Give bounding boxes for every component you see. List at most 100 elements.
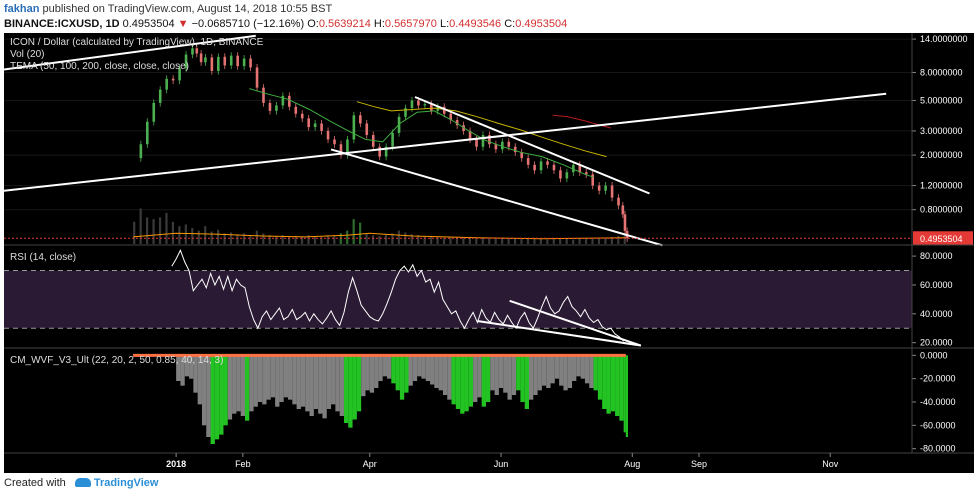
volume-bar (346, 230, 349, 244)
wvf-bar (524, 355, 530, 409)
volume-bar (197, 230, 200, 244)
rsi-tick-label: 40.0000 (920, 309, 953, 319)
volume-bar (546, 239, 549, 244)
volume-bar (481, 237, 484, 244)
candle-body (513, 146, 517, 153)
candle-body (378, 146, 381, 157)
candle-body (275, 105, 278, 111)
candle-body (139, 144, 143, 159)
candle-body (210, 57, 214, 71)
volume-bar (591, 237, 594, 244)
wvf-bar (541, 355, 547, 386)
wvf-bar (206, 355, 211, 437)
candle-body (255, 67, 259, 88)
volume-bar (417, 235, 420, 244)
wvf-bar (184, 355, 190, 377)
tradingview-logo-link[interactable]: TradingView (93, 477, 159, 489)
created-with-text: Created with (4, 477, 66, 489)
candle-body (223, 56, 227, 66)
candle-body (468, 130, 472, 140)
wvf-bar (610, 355, 616, 412)
volume-bar (249, 235, 252, 244)
wvf-bar (240, 355, 245, 416)
volume-bar (526, 237, 530, 244)
wvf-bar (503, 355, 508, 393)
volume-bar (507, 238, 510, 244)
candle-body (488, 135, 491, 145)
wvf-bar (176, 355, 181, 381)
volume-indicator-label: Vol (20) (10, 49, 44, 60)
volume-bar (442, 237, 446, 244)
wvf-bar (288, 355, 293, 400)
wvf-bar (244, 355, 250, 421)
wvf-bar (473, 355, 478, 402)
close-value: 0.4953504 (515, 18, 568, 30)
wvf-bar (395, 355, 400, 391)
wvf-bar (589, 355, 594, 388)
volume-bar (501, 237, 504, 244)
wvf-tick-label: -20.0000 (920, 374, 956, 384)
wvf-bar (485, 355, 491, 402)
price-panel-title: ICON / Dollar (calculated by TradingView… (10, 37, 264, 48)
volume-bar (275, 236, 278, 244)
volume-bar (597, 238, 601, 244)
rsi-band (4, 270, 912, 329)
last-price-badge (913, 231, 973, 246)
tema-line (249, 88, 594, 178)
volume-bar (281, 235, 284, 244)
high-value: 0.5657970 (384, 18, 437, 30)
wvf-bar (580, 355, 585, 379)
candle-body (359, 115, 362, 124)
wvf-bar (331, 355, 336, 405)
candle-body (520, 152, 523, 159)
candle-body (584, 172, 588, 175)
volume-bar (552, 238, 555, 244)
wvf-bar (498, 355, 504, 388)
wvf-bar (253, 355, 258, 407)
candle-body (481, 135, 485, 147)
wvf-bar (494, 355, 499, 395)
volume-bar (268, 235, 271, 244)
volume-bar (520, 238, 523, 244)
wvf-bar (210, 355, 215, 444)
candle-body (300, 113, 304, 119)
author-link[interactable]: fakhan (4, 3, 40, 15)
volume-bar (229, 232, 233, 244)
candle-body (313, 123, 317, 128)
time-tick-label: Apr (363, 459, 377, 469)
footer: Created with TradingView (4, 476, 158, 490)
candle-body (146, 121, 149, 145)
tradingview-cloud-icon (74, 477, 91, 487)
volume-bar (184, 224, 187, 244)
candle-body (507, 141, 511, 147)
volume-bar (384, 234, 388, 244)
last-price-badge-label: 0.4953504 (920, 234, 963, 244)
candle-body (597, 185, 601, 191)
volume-bar (242, 233, 246, 244)
price-tick-label: 14.0000000 (920, 34, 968, 44)
volume-bar (236, 234, 239, 244)
time-tick-label: Jun (494, 459, 509, 469)
open-value: 0.5639214 (318, 18, 371, 30)
price-trendline (4, 34, 256, 71)
candle-body (539, 161, 543, 171)
volume-bar (449, 237, 452, 244)
time-tick-label: Feb (235, 459, 251, 469)
wvf-bar (481, 355, 486, 407)
candle-body (501, 141, 504, 150)
symbol-label: BINANCE:ICXUSD, 1D (4, 18, 120, 30)
rsi-trendline (509, 299, 642, 347)
candle-body (262, 87, 265, 103)
change-value: −0.0685710 (−12.16%) (191, 18, 305, 30)
rsi-tick-label: 60.0000 (920, 280, 953, 290)
volume-bar (371, 235, 375, 244)
volume-bar (320, 236, 323, 244)
volume-bar (468, 236, 471, 244)
volume-bar (584, 238, 588, 244)
candle-body (320, 123, 323, 131)
chart-canvas[interactable]: 14.0000000 8.0000000 5.0000000 3.0000000 2.0… (4, 33, 974, 473)
candle-body (417, 100, 420, 106)
candle-body (288, 95, 291, 107)
wvf-bar (546, 355, 551, 388)
volume-ma-line (133, 232, 626, 240)
